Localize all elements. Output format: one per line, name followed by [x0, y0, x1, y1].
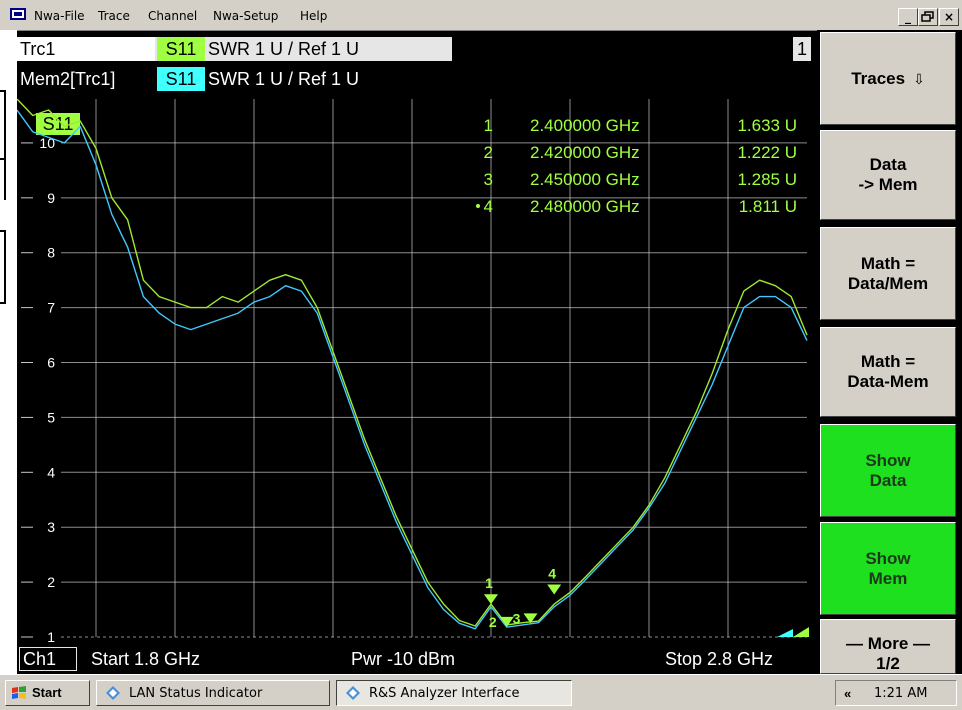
menu-nwa-file[interactable]: Nwa-File [34, 9, 85, 23]
task-label: R&S Analyzer Interface [369, 686, 520, 701]
menu-help[interactable]: Help [300, 9, 328, 23]
softkey-math-data-minus-mem[interactable]: Math = Data-Mem [820, 327, 956, 417]
app-window-icon[interactable] [10, 8, 26, 20]
minimize-button[interactable]: _ [898, 8, 918, 26]
trace-badge-bg [36, 113, 80, 135]
plot-trace-label: S11 [43, 114, 74, 134]
menu-nwa-setup[interactable]: Nwa-Setup [213, 9, 279, 23]
edge-line [0, 90, 6, 92]
y-tick-label: 4 [47, 464, 55, 480]
active-marker-dot [476, 204, 480, 208]
task-lan-status[interactable]: LAN Status Indicator [96, 680, 330, 706]
softkey-label: Traces [851, 68, 906, 88]
menu-bar: Nwa-File Trace Channel Nwa-Setup Help _ … [0, 0, 962, 31]
trace-param-badge-mem2[interactable]: S11 [157, 67, 205, 91]
edge-line [0, 230, 6, 232]
menu-trace[interactable]: Trace [98, 9, 130, 23]
softkey-show-mem[interactable]: Show Mem [820, 522, 956, 615]
menu-channel[interactable]: Channel [148, 9, 198, 23]
marker-number: 1 [485, 575, 493, 591]
y-tick-label: 1 [47, 629, 55, 644]
close-button[interactable]: × [939, 8, 959, 26]
left-edge-decoration [0, 30, 17, 680]
task-label: LAN Status Indicator [129, 686, 263, 701]
task-analyzer-interface[interactable]: R&S Analyzer Interface [336, 680, 572, 706]
trace-name-mem2[interactable]: Mem2[Trc1] [20, 69, 116, 89]
stop-frequency[interactable]: Stop 2.8 GHz [665, 649, 774, 669]
y-tick-label: 7 [47, 300, 55, 316]
edge-line [4, 90, 6, 200]
softkey-show-data[interactable]: Show Data [820, 424, 956, 517]
marker-info-value: 1.285 U [737, 170, 797, 189]
trace-format-trc1[interactable]: SWR 1 U / Ref 1 U [208, 39, 360, 59]
softkey-more[interactable]: — More — 1/2 [820, 619, 956, 674]
trace-line-data [17, 99, 808, 627]
marker-info-value: 1.633 U [737, 116, 797, 135]
y-tick-label: 3 [47, 519, 55, 535]
start-button[interactable]: Start [5, 680, 90, 706]
marker-number: 2 [489, 614, 497, 630]
trace-line-mem [17, 109, 808, 630]
y-tick-label: 6 [47, 355, 55, 371]
marker-triangle [523, 613, 538, 624]
softkey-data-to-mem[interactable]: Data -> Mem [820, 130, 956, 220]
marker-info-frequency: 2.450000 GHz [530, 170, 640, 189]
marker-info-value: 1.811 U [739, 197, 797, 216]
marker-info-frequency: 2.480000 GHz [530, 197, 640, 216]
trace-param-badge-trc1[interactable]: S11 [157, 37, 205, 61]
start-label: Start [32, 685, 62, 700]
marker-info-number: 2 [484, 143, 493, 162]
channel-info-bar: Ch1 Start 1.8 GHz Pwr -10 dBm Stop 2.8 G… [17, 644, 817, 674]
marker-info-number: 1 [484, 116, 493, 135]
y-tick-label: 8 [47, 245, 55, 261]
rs-logo-icon [346, 686, 360, 700]
edge-line [4, 230, 6, 302]
system-tray: « 1:21 AM [835, 680, 957, 706]
softkey-math-data-div-mem[interactable]: Math = Data/Mem [820, 227, 956, 320]
edge-line [0, 158, 6, 160]
trace-header: Trc1 S11 SWR 1 U / Ref 1 U 1 Mem2[Trc1] … [17, 37, 817, 99]
softkey-traces[interactable]: Traces ⇩ [820, 32, 956, 125]
windows-flag-icon [12, 686, 26, 699]
channel-label[interactable]: Ch1 [19, 647, 77, 671]
submenu-arrow-icon: ⇩ [913, 70, 925, 87]
marker-info-number: 4 [484, 197, 493, 216]
marker-number: 3 [513, 610, 521, 626]
source-power[interactable]: Pwr -10 dBm [351, 649, 456, 669]
marker-number: 4 [548, 565, 556, 581]
trace-format-mem2[interactable]: SWR 1 U / Ref 1 U [208, 69, 360, 89]
channel-indicator: 1 [793, 37, 811, 61]
edge-line [0, 302, 6, 304]
y-tick-label: 5 [47, 409, 55, 425]
clock[interactable]: 1:21 AM [874, 686, 928, 701]
softkey-panel: Traces ⇩ Data -> Mem Math = Data/Mem Math… [817, 30, 962, 674]
marker-info-frequency: 2.420000 GHz [530, 143, 640, 162]
marker-info-value: 1.222 U [737, 143, 797, 162]
marker-triangle [484, 594, 498, 605]
marker-info-frequency: 2.400000 GHz [530, 116, 640, 135]
y-tick-label: 9 [47, 190, 55, 206]
active-trace-name-bg [17, 37, 155, 61]
start-frequency[interactable]: Start 1.8 GHz [91, 649, 201, 669]
tray-expand-button[interactable]: « [844, 686, 852, 701]
y-tick-label: 2 [47, 574, 55, 590]
marker-info-number: 3 [484, 170, 493, 189]
sweep-end-indicator [777, 629, 793, 637]
marker-triangle [499, 616, 514, 627]
taskbar: Start LAN Status Indicator R&S Analyzer … [0, 674, 962, 710]
trace-name-trc1[interactable]: Trc1 [20, 39, 56, 59]
marker-triangle [547, 584, 562, 595]
rs-logo-icon [106, 686, 120, 700]
sweep-end-indicator [793, 627, 809, 637]
restore-button[interactable] [918, 8, 938, 26]
